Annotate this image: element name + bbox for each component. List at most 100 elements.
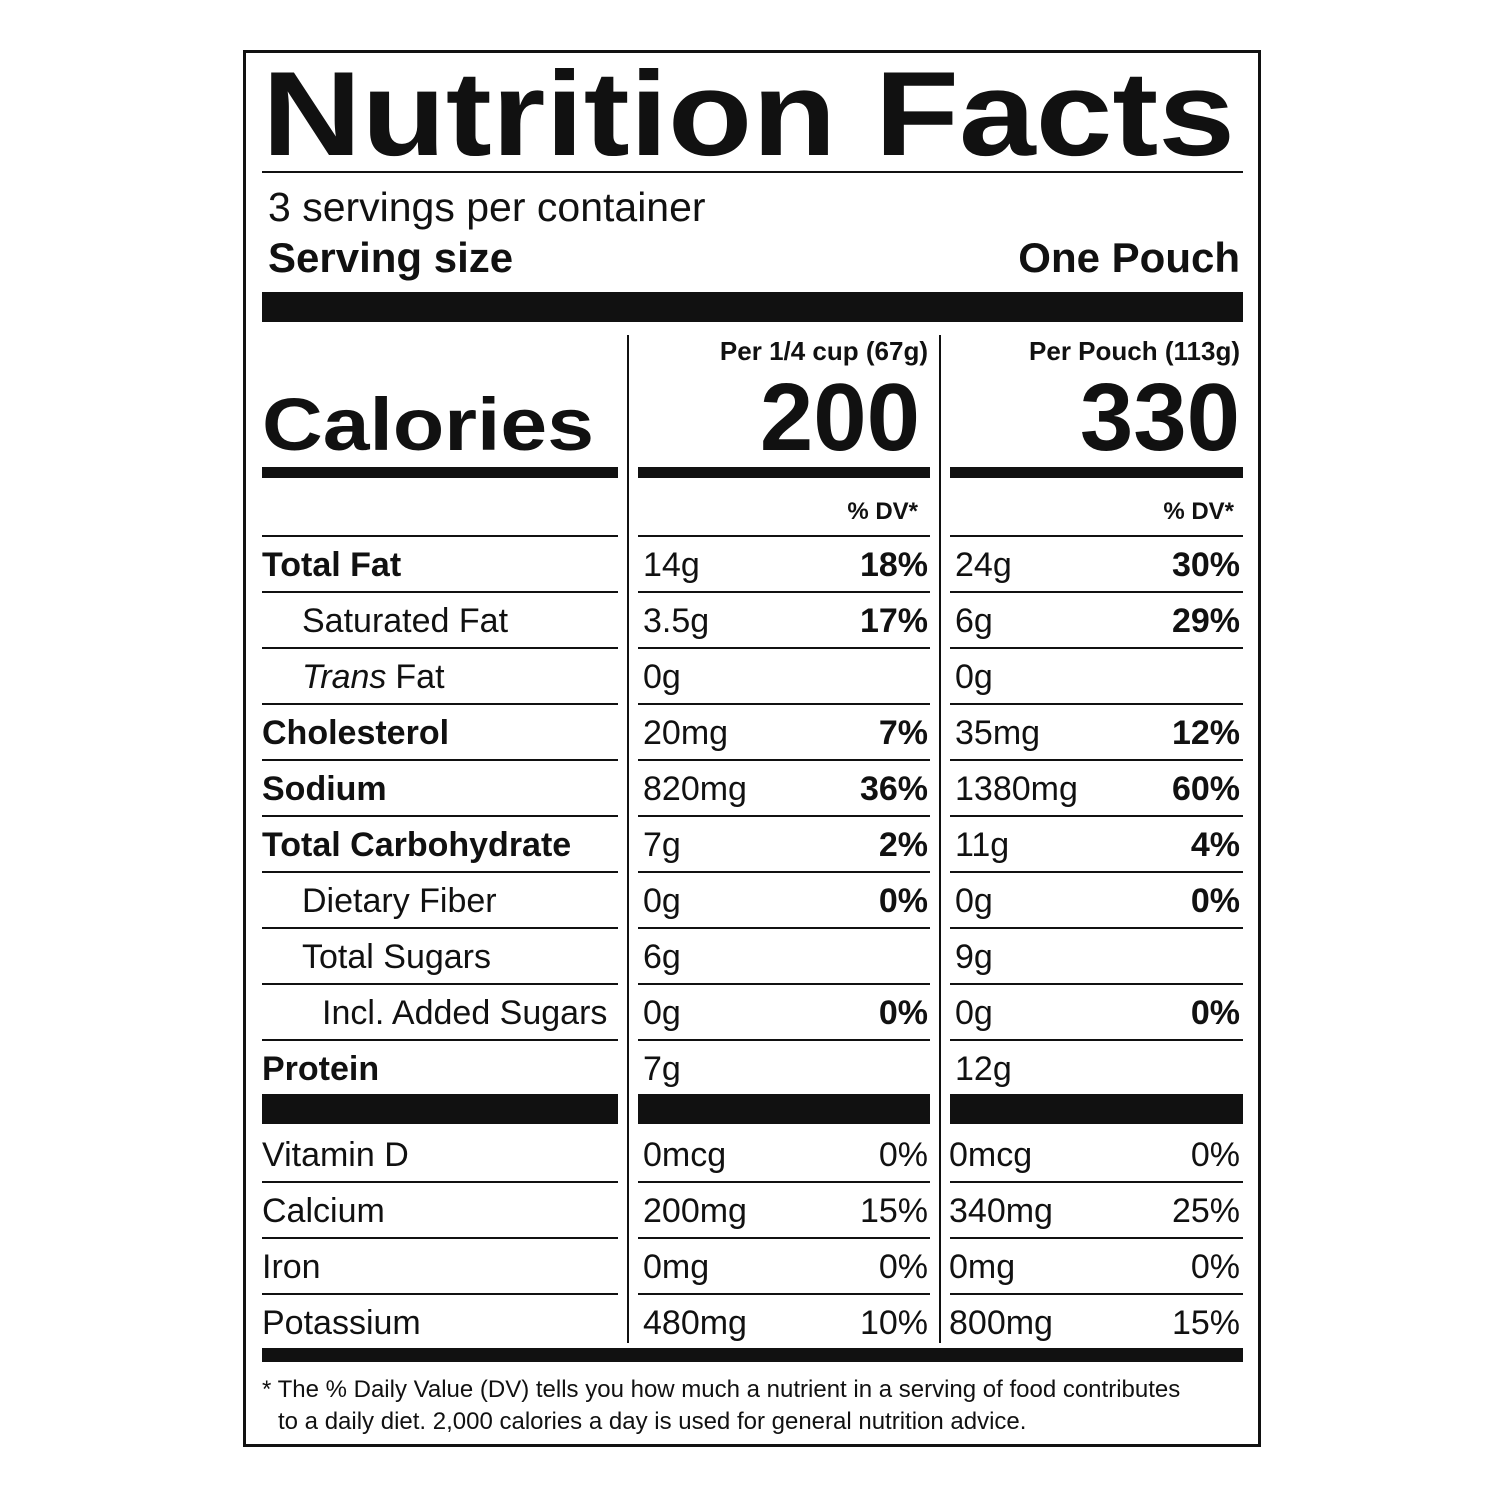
row-rule [950, 927, 1243, 929]
nutrient-name-italic: Trans [302, 658, 386, 696]
nutrient-name: Trans Fat [302, 658, 445, 696]
amount: 12g [955, 1050, 1012, 1088]
row-rule [638, 1039, 930, 1041]
thick-bar [262, 1348, 1243, 1362]
daily-value: 36% [860, 770, 928, 808]
row-rule [950, 983, 1243, 985]
row-rule [950, 815, 1243, 817]
amount: 0mcg [643, 1136, 726, 1174]
row-rule [950, 647, 1243, 649]
daily-value: 0% [879, 882, 928, 920]
nutrient-name: Vitamin D [262, 1136, 409, 1174]
daily-value: 2% [879, 826, 928, 864]
row-rule [262, 591, 618, 593]
amount: 340mg [949, 1192, 1053, 1230]
row-rule [950, 1039, 1243, 1041]
amount: 0g [955, 882, 993, 920]
nutrient-name: Incl. Added Sugars [322, 994, 607, 1032]
row-rule [262, 1237, 618, 1239]
row-rule [638, 1237, 930, 1239]
row-rule [638, 759, 930, 761]
nutrient-name: Potassium [262, 1304, 421, 1342]
row-rule [950, 1181, 1243, 1183]
daily-value: 0% [1191, 994, 1240, 1032]
row-rule [950, 535, 1243, 537]
serving-size-label: Serving size [268, 234, 513, 281]
row-rule [262, 815, 618, 817]
daily-value: 15% [1172, 1304, 1240, 1342]
thick-bar [262, 1094, 618, 1124]
amount: 14g [643, 546, 700, 584]
daily-value: 30% [1172, 546, 1240, 584]
row-rule [262, 1293, 618, 1295]
daily-value: 7% [879, 714, 928, 752]
title: Nutrition Facts [262, 47, 1235, 181]
amount: 0mcg [949, 1136, 1032, 1174]
serving-size-value: One Pouch [1018, 234, 1240, 281]
nutrient-name: Total Fat [262, 546, 401, 584]
amount: 6g [643, 938, 681, 976]
daily-value: 10% [860, 1304, 928, 1342]
nutrient-name: Saturated Fat [302, 602, 509, 640]
footnote: * The % Daily Value (DV) tells you how m… [262, 1376, 1180, 1403]
nutrient-name: Total Sugars [302, 938, 491, 976]
amount: 0g [643, 882, 681, 920]
daily-value: 25% [1172, 1192, 1240, 1230]
amount: 7g [643, 1050, 681, 1088]
calories-value: 200 [760, 364, 920, 471]
amount: 800mg [949, 1304, 1053, 1342]
row-rule [638, 703, 930, 705]
daily-value: 0% [879, 1248, 928, 1286]
amount: 20mg [643, 714, 728, 752]
row-rule [950, 1293, 1243, 1295]
amount: 0g [955, 658, 993, 696]
thick-bar [950, 467, 1243, 478]
amount: 35mg [955, 714, 1040, 752]
amount: 6g [955, 602, 993, 640]
nutrient-name: Iron [262, 1248, 321, 1286]
daily-value: 0% [1191, 1136, 1240, 1174]
row-rule [638, 815, 930, 817]
amount: 0mg [949, 1248, 1015, 1286]
row-rule [950, 591, 1243, 593]
daily-value: 12% [1172, 714, 1240, 752]
row-rule [262, 759, 618, 761]
amount: 480mg [643, 1304, 747, 1342]
column-header: Per Pouch (113g) [1029, 336, 1240, 366]
amount: 7g [643, 826, 681, 864]
dv-header: % DV* [847, 498, 918, 525]
calories-label: Calories [262, 383, 594, 466]
column-header: Per 1/4 cup (67g) [720, 336, 928, 366]
daily-value: 0% [1191, 1248, 1240, 1286]
nutrient-name-rest: Fat [395, 658, 445, 696]
amount: 0g [955, 994, 993, 1032]
row-rule [950, 703, 1243, 705]
daily-value: 0% [1191, 882, 1240, 920]
row-rule [638, 1181, 930, 1183]
row-rule [262, 647, 618, 649]
column-divider [939, 335, 941, 1343]
row-rule [262, 871, 618, 873]
amount: 24g [955, 546, 1012, 584]
row-rule [638, 591, 930, 593]
amount: 3.5g [643, 602, 709, 640]
calories-value: 330 [1080, 364, 1240, 471]
footnote: to a daily diet. 2,000 calories a day is… [278, 1408, 1026, 1435]
daily-value: 60% [1172, 770, 1240, 808]
row-rule [262, 1181, 618, 1183]
row-rule [950, 759, 1243, 761]
amount: 200mg [643, 1192, 747, 1230]
rule [262, 171, 1243, 173]
amount: 0g [643, 658, 681, 696]
row-rule [262, 1039, 618, 1041]
nutrient-name: Sodium [262, 770, 387, 808]
row-rule [262, 535, 618, 537]
servings: 3 servings per container [268, 184, 706, 230]
daily-value: 29% [1172, 602, 1240, 640]
nutrient-name: Calcium [262, 1192, 385, 1230]
amount: 0mg [643, 1248, 709, 1286]
row-rule [638, 647, 930, 649]
row-rule [262, 703, 618, 705]
row-rule [950, 1237, 1243, 1239]
daily-value: 4% [1191, 826, 1240, 864]
